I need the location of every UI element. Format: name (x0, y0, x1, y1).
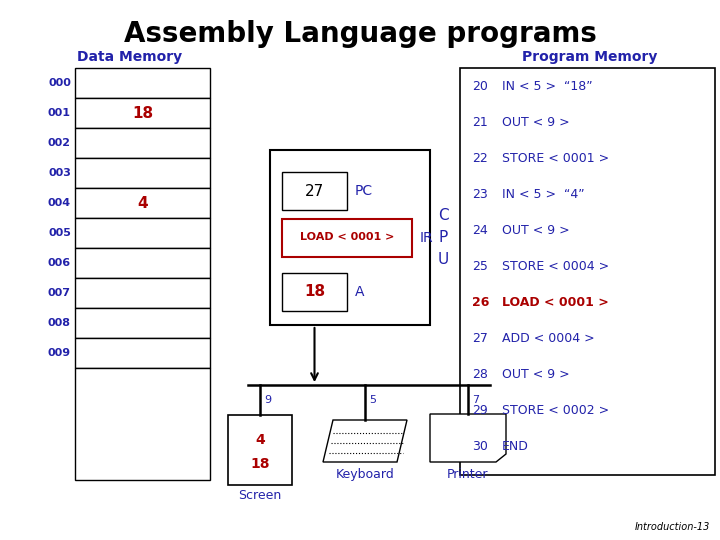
Bar (75, 248, 210, 278)
Bar (75, 128, 210, 158)
Text: 25: 25 (472, 260, 488, 273)
Text: 29: 29 (472, 403, 487, 416)
Text: ADD < 0004 >: ADD < 0004 > (502, 332, 595, 345)
Text: 18: 18 (251, 457, 270, 471)
Bar (75, 158, 210, 188)
Text: IN < 5 >  “18”: IN < 5 > “18” (502, 79, 593, 92)
Bar (228, 415, 292, 485)
Text: IR: IR (420, 231, 433, 245)
Text: OUT < 9 >: OUT < 9 > (502, 224, 570, 237)
Text: 27: 27 (472, 332, 488, 345)
Bar (75, 278, 210, 308)
Text: Screen: Screen (238, 489, 282, 502)
Text: 7: 7 (472, 395, 479, 405)
Polygon shape (430, 414, 506, 462)
Text: STORE < 0004 >: STORE < 0004 > (502, 260, 609, 273)
Bar (75, 188, 210, 218)
Text: STORE < 0001 >: STORE < 0001 > (502, 152, 609, 165)
Bar (460, 68, 715, 475)
Bar (75, 98, 210, 128)
Text: PC: PC (355, 184, 373, 198)
Text: 005: 005 (48, 228, 71, 238)
Text: 18: 18 (132, 105, 153, 120)
Text: OUT < 9 >: OUT < 9 > (502, 116, 570, 129)
Text: 4: 4 (138, 195, 148, 211)
Text: LOAD < 0001 >: LOAD < 0001 > (502, 295, 608, 308)
Text: Program Memory: Program Memory (522, 50, 657, 64)
Text: Assembly Language programs: Assembly Language programs (124, 20, 596, 48)
Text: 007: 007 (48, 288, 71, 298)
Text: OUT < 9 >: OUT < 9 > (502, 368, 570, 381)
Text: 21: 21 (472, 116, 487, 129)
Text: 006: 006 (48, 258, 71, 268)
Text: 004: 004 (48, 198, 71, 208)
Text: LOAD < 0001 >: LOAD < 0001 > (300, 233, 394, 242)
Text: Printer: Printer (447, 468, 489, 481)
Text: 26: 26 (472, 295, 490, 308)
Text: 000: 000 (48, 78, 71, 88)
Bar (282, 219, 412, 256)
Text: 4: 4 (255, 433, 265, 447)
Bar (282, 172, 347, 210)
Text: 20: 20 (472, 79, 488, 92)
Bar (75, 68, 210, 98)
Text: Data Memory: Data Memory (78, 50, 183, 64)
Bar (270, 150, 430, 325)
Text: 28: 28 (472, 368, 488, 381)
Text: 18: 18 (304, 285, 325, 300)
Bar (75, 368, 210, 480)
Bar (75, 338, 210, 368)
Text: 27: 27 (305, 184, 324, 199)
Text: 30: 30 (472, 440, 488, 453)
Text: 22: 22 (472, 152, 487, 165)
Text: U: U (438, 252, 449, 267)
Bar (75, 218, 210, 248)
Text: STORE < 0002 >: STORE < 0002 > (502, 403, 609, 416)
Text: 009: 009 (48, 348, 71, 358)
Bar (75, 308, 210, 338)
Text: Introduction-13: Introduction-13 (634, 522, 710, 532)
Text: IN < 5 >  “4”: IN < 5 > “4” (502, 187, 585, 200)
Text: 002: 002 (48, 138, 71, 148)
Text: C: C (438, 208, 449, 223)
Text: 008: 008 (48, 318, 71, 328)
Bar (282, 273, 347, 311)
Text: 24: 24 (472, 224, 487, 237)
Text: A: A (355, 285, 364, 299)
Text: Keyboard: Keyboard (336, 468, 395, 481)
Text: END: END (502, 440, 529, 453)
Text: 003: 003 (48, 168, 71, 178)
Polygon shape (323, 420, 407, 462)
Text: 9: 9 (264, 395, 271, 405)
Text: 5: 5 (369, 395, 376, 405)
Text: 23: 23 (472, 187, 487, 200)
Text: P: P (438, 230, 447, 245)
Text: 001: 001 (48, 108, 71, 118)
